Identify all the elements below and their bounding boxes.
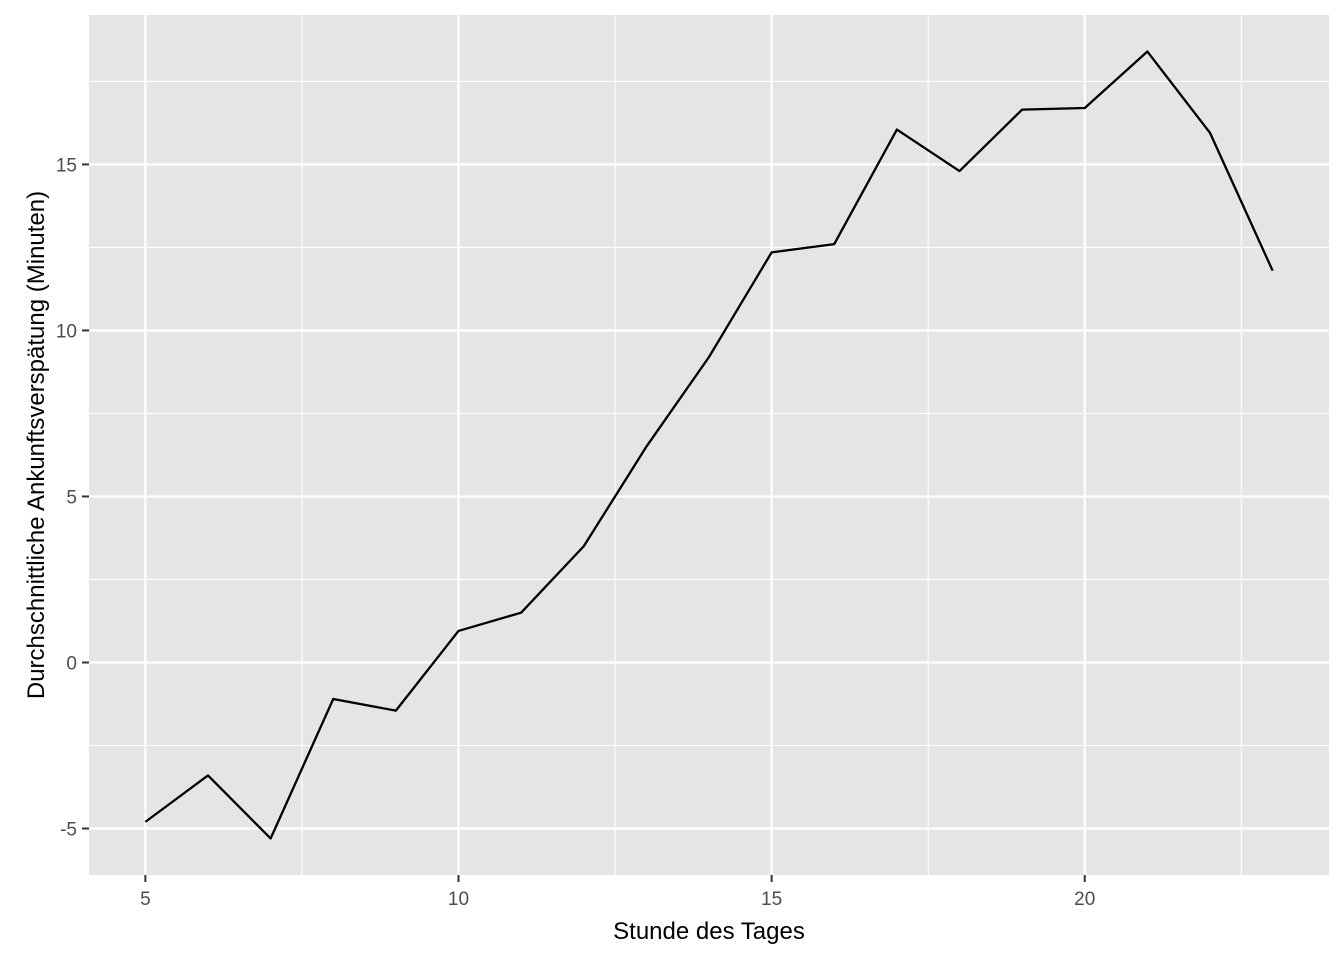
y-tick-label: -5 [60,820,77,841]
y-tick-label: 0 [66,653,77,674]
y-tick-label: 15 [56,155,77,176]
y-tick-label: 5 [66,487,77,508]
x-axis-tick-labels: 5 10 15 20 [140,889,1095,910]
x-tick-label: 20 [1074,889,1095,910]
x-tick-label: 15 [761,889,782,910]
y-axis-tick-labels: -5 0 5 10 15 [56,155,77,840]
major-grid-y [89,163,1329,830]
series-line [144,50,1274,840]
x-axis-ticks [144,875,1086,882]
y-axis-title: Durchschnittliche Ankunftsverspätung (Mi… [23,191,50,699]
major-grid-x [144,15,1086,875]
plot-panel [89,15,1329,875]
x-tick-label: 5 [140,889,151,910]
x-tick-label: 10 [448,889,469,910]
x-axis-title: Stunde des Tages [613,918,805,945]
minor-grid-x [301,15,1242,875]
minor-grid-y [89,80,1329,747]
y-axis-ticks [82,163,89,830]
y-tick-label: 10 [56,321,77,342]
